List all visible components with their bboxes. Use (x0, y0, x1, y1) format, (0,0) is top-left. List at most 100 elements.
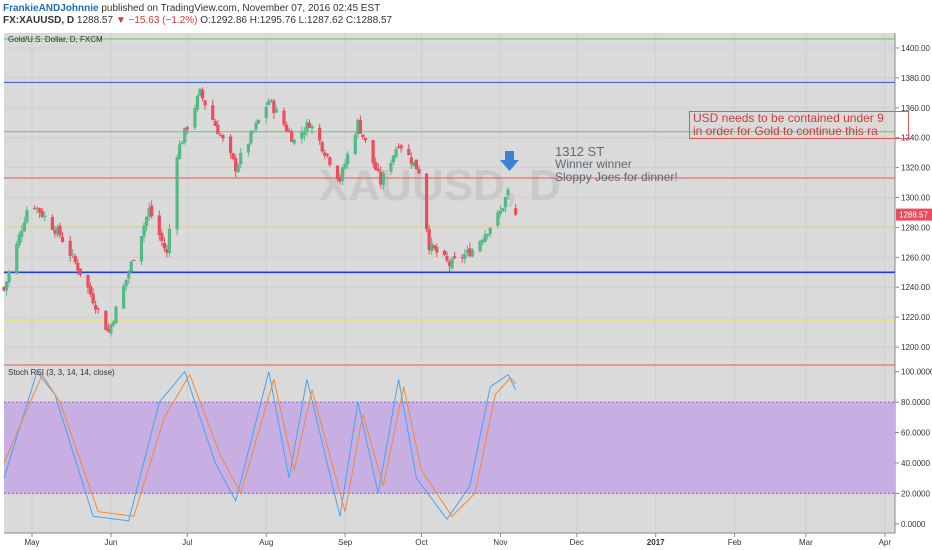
candle-body (157, 215, 161, 236)
candle-body (162, 242, 166, 249)
candle-body (251, 130, 256, 132)
candle-body (43, 215, 47, 218)
candle-body (328, 157, 332, 165)
candle-body (213, 121, 217, 126)
time-tick-label: Nov (493, 538, 507, 547)
time-tick-label: 2017 (647, 538, 665, 547)
watermark: XAUUSD, D (319, 161, 561, 210)
candle-body (379, 171, 383, 185)
price-tick-label: 1400.00 (901, 44, 930, 53)
candle-body (256, 119, 261, 124)
candle-body (290, 131, 294, 142)
candle-body (320, 141, 324, 152)
candle-body (15, 243, 19, 274)
price-tick-label: 1280.00 (901, 223, 930, 232)
candle-body (346, 153, 350, 164)
candle-body (305, 122, 309, 132)
candle-body (216, 124, 220, 135)
candle-body (358, 120, 362, 134)
candle-body (78, 268, 82, 275)
price-tick-label: 1300.00 (901, 194, 930, 203)
rsi-series-D (3, 373, 517, 518)
candle-body (200, 89, 205, 99)
candle-body (480, 239, 485, 243)
price-tick-label: 1340.00 (901, 134, 930, 143)
rsi-tick-label: 80.0000 (901, 398, 930, 407)
candle-body (139, 236, 144, 262)
candle-body (239, 152, 243, 165)
candle-body (127, 272, 131, 279)
candle-body (435, 246, 439, 253)
candle-body (25, 210, 29, 223)
price-change: ▼ −15.63 (−1.2%) (115, 15, 198, 26)
candle-body (407, 148, 411, 155)
candle-body (193, 108, 197, 128)
candle-body (129, 261, 133, 272)
down-arrow-icon (500, 151, 519, 171)
candle-body (325, 153, 329, 156)
candle-body (463, 254, 467, 260)
candle-body (272, 100, 276, 114)
rsi-tick-label: 0.0000 (901, 520, 926, 529)
candle-body (167, 228, 172, 253)
author-link[interactable]: FrankieANDJohnnie (3, 3, 99, 14)
price-axis-bg (895, 33, 932, 533)
candle-body (22, 222, 26, 232)
annotation-sloppy: Sloppy Joes for dinner! (555, 170, 678, 184)
candle-body (445, 255, 449, 261)
rsi-tick-label: 60.0000 (901, 429, 930, 438)
price-tick-label: 1320.00 (901, 164, 930, 173)
annotation-winner: Winner winner (555, 157, 632, 171)
candle-body (106, 328, 110, 332)
candle-body (460, 257, 464, 259)
annotation-box-line1: USD needs to be contained under 9 (693, 111, 884, 125)
candle-body (353, 134, 357, 155)
symbol-label: FX:XAUUSD, D (3, 15, 75, 26)
candle-body (254, 122, 258, 130)
candle-body (17, 234, 21, 246)
candle-body (381, 172, 385, 186)
candle-body (124, 279, 128, 287)
candle-body (335, 165, 340, 179)
candle-body (175, 157, 179, 230)
price-tick-label: 1240.00 (901, 283, 930, 292)
candle-body (424, 173, 429, 230)
annotation-box: USD needs to be contained under 9 in ord… (689, 111, 909, 139)
candle-body (147, 207, 151, 217)
candle-body (198, 88, 202, 96)
candle-body (361, 134, 365, 138)
candle-body (236, 164, 240, 173)
candle-body (249, 131, 253, 144)
candle-body (114, 306, 118, 324)
candle-body (488, 227, 492, 234)
candle-body (447, 261, 452, 266)
candle-body (450, 258, 454, 269)
published-text: published on TradingView.com, November 0… (101, 3, 381, 14)
candle-body (396, 147, 401, 149)
candle-body (35, 207, 39, 210)
candle-body (274, 109, 278, 113)
candle-body (394, 149, 398, 158)
candle-body (427, 228, 431, 251)
candle-body (399, 145, 403, 149)
rsi-tick-label: 40.0000 (901, 459, 930, 468)
candle-body (282, 110, 286, 125)
candle-body (185, 127, 189, 130)
candle-body (96, 308, 100, 310)
candle-body (165, 249, 169, 253)
candle-body (132, 259, 136, 261)
last-price-badge (896, 208, 932, 221)
candle-body (371, 140, 375, 164)
header: FrankieANDJohnnie published on TradingVi… (0, 0, 932, 30)
candle-body (68, 240, 72, 256)
candle-body (338, 177, 342, 182)
candle-body (486, 233, 490, 237)
candle-body (109, 324, 113, 334)
candle-body (470, 250, 475, 257)
candle-body (496, 212, 500, 226)
candle-body (391, 155, 396, 163)
candle-body (310, 126, 314, 129)
candle-body (246, 144, 250, 153)
annotation-target: 1312 ST (555, 144, 605, 159)
